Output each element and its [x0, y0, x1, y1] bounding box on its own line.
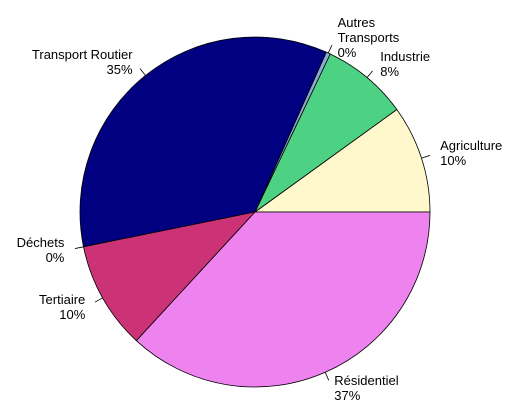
- slice-label: Résidentiel 37%: [334, 373, 398, 403]
- label-tick: [327, 44, 333, 54]
- label-tick: [94, 297, 103, 303]
- slice-percent: 0%: [337, 44, 357, 60]
- slice-percent: 35%: [106, 61, 133, 77]
- pie-slice: [135, 211, 431, 388]
- slice-name: Autres Transports: [337, 14, 400, 45]
- slice-name: Résidentiel: [334, 373, 399, 389]
- slice-name: Déchets: [16, 235, 65, 251]
- slice-percent: 37%: [334, 388, 361, 403]
- slice-label: Tertiaire 10%: [39, 292, 85, 322]
- label-tick: [366, 70, 373, 78]
- slice-label: Déchets 0%: [17, 235, 65, 265]
- slice-percent: 10%: [440, 152, 467, 168]
- slice-label: Agriculture 10%: [440, 138, 502, 168]
- label-tick: [324, 372, 330, 381]
- slice-name: Transport Routier: [31, 46, 133, 62]
- slice-percent: 8%: [380, 64, 400, 80]
- pie-slice: [79, 36, 327, 248]
- slice-label: Autres Transports 0%: [338, 15, 400, 60]
- slice-name: Industrie: [380, 49, 431, 65]
- slice-name: Agriculture: [440, 137, 503, 153]
- slice-percent: 0%: [45, 250, 65, 266]
- label-tick: [421, 155, 430, 159]
- label-tick: [74, 246, 84, 249]
- slice-label: Industrie 8%: [380, 49, 430, 79]
- label-tick: [139, 68, 146, 76]
- slice-name: Tertiaire: [39, 291, 86, 307]
- slice-percent: 10%: [59, 306, 86, 322]
- slice-label: Transport Routier 35%: [32, 47, 133, 77]
